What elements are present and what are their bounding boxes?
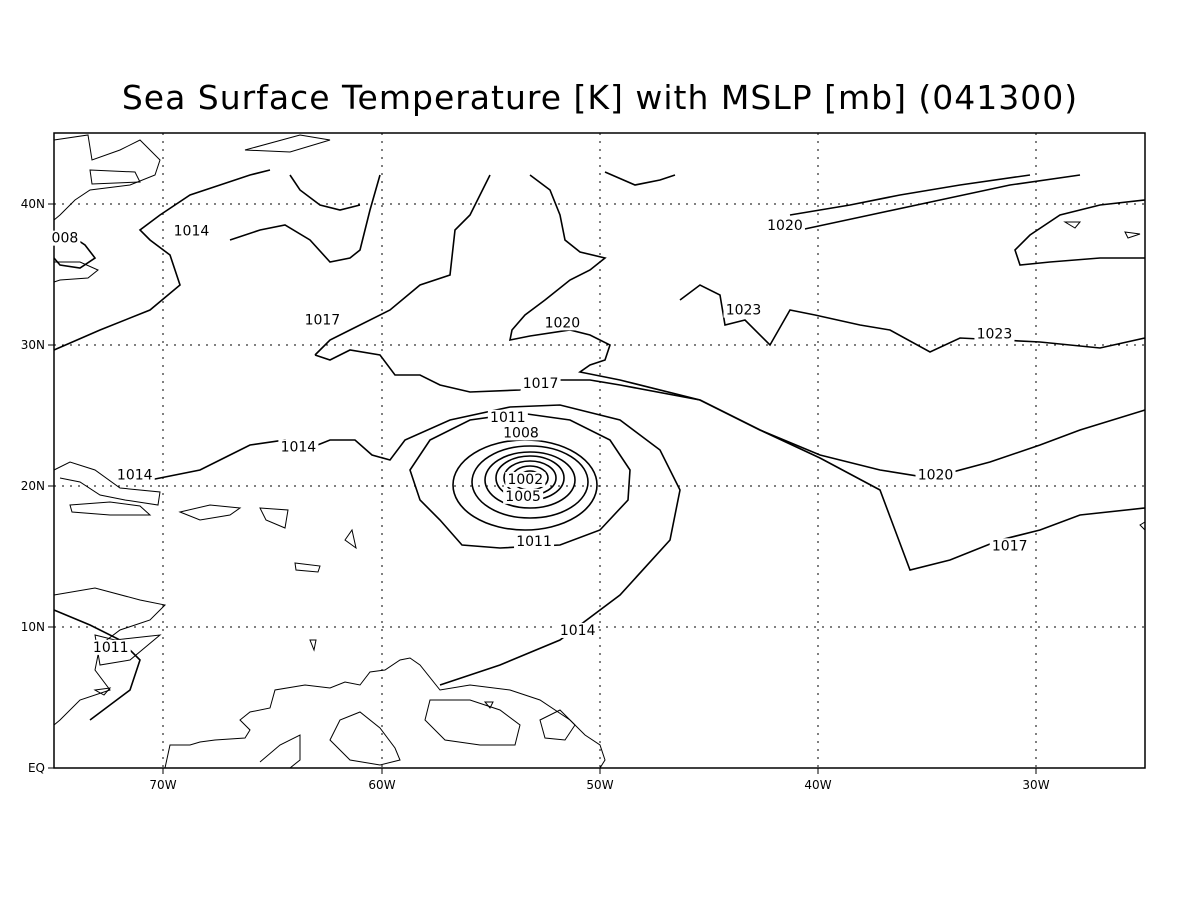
contour-label-bg xyxy=(500,425,541,441)
lat-tick-30n: 30N xyxy=(21,338,45,352)
contour-label-bg xyxy=(514,534,555,550)
lat-tick-eq: EQ xyxy=(28,761,45,775)
contour-label: 1017 xyxy=(992,538,1028,554)
contour-label-bg xyxy=(49,230,81,246)
map-title: Sea Surface Temperature [K] with MSLP [m… xyxy=(121,78,1079,117)
contour-label: 1020 xyxy=(767,218,803,234)
lon-tick-30w: 30W xyxy=(1022,778,1049,792)
contour-label-bg xyxy=(764,217,805,233)
contour-label-bg xyxy=(503,488,544,504)
lon-tick-labels: 70W 60W 50W 40W 30W xyxy=(149,778,1049,792)
contour-label: 1020 xyxy=(918,468,954,484)
contour-label: 1014 xyxy=(117,468,153,484)
isobar-contours xyxy=(53,169,1146,721)
lon-tick-40w: 40W xyxy=(804,778,831,792)
lat-lon-grid xyxy=(54,133,1145,768)
contour-label-bg xyxy=(557,622,598,638)
contour-label: 1008 xyxy=(503,425,539,441)
contour-label-bg xyxy=(302,312,343,328)
contour-label-bg xyxy=(90,639,131,655)
lat-tick-labels: 40N 30N 20N 10N EQ xyxy=(21,197,45,775)
contour-label: 1005 xyxy=(505,489,541,505)
lat-tick-40n: 40N xyxy=(21,197,45,211)
coastlines xyxy=(53,134,1146,769)
lat-tick-20n: 20N xyxy=(21,479,45,493)
contour-label: 1011 xyxy=(516,534,552,550)
contour-label: 1023 xyxy=(726,303,762,319)
contour-label: 1020 xyxy=(545,315,581,331)
contour-label: 1011 xyxy=(490,410,526,426)
lon-tick-70w: 70W xyxy=(149,778,176,792)
contour-label-bg xyxy=(487,409,528,425)
contour-label-bg xyxy=(171,223,212,239)
contour-label-bg xyxy=(520,376,561,391)
lon-tick-60w: 60W xyxy=(368,778,395,792)
axis-ticks xyxy=(48,203,1037,774)
contour-label-bg xyxy=(542,315,583,331)
contour-label: 1014 xyxy=(174,224,210,240)
contour-label-bg xyxy=(114,467,155,483)
contour-label-bg xyxy=(989,538,1030,554)
map-frame xyxy=(53,132,1146,769)
contour-label: 1017 xyxy=(305,313,341,329)
contour-label: 1011 xyxy=(93,640,129,656)
contour-label: 1023 xyxy=(977,327,1013,343)
contour-label: 1014 xyxy=(281,440,317,456)
contour-label-bg xyxy=(505,471,546,487)
contour-label-bg xyxy=(723,302,764,318)
contour-label: 008 xyxy=(52,231,79,247)
contour-label: 1017 xyxy=(523,376,559,392)
contour-label-bg xyxy=(915,467,956,483)
lon-tick-50w: 50W xyxy=(586,778,613,792)
contour-label-bg xyxy=(974,326,1015,342)
contour-label: 1014 xyxy=(560,623,596,639)
lat-tick-10n: 10N xyxy=(21,620,45,634)
contour-label: 1002 xyxy=(507,472,543,488)
contour-label-bg xyxy=(278,439,319,455)
